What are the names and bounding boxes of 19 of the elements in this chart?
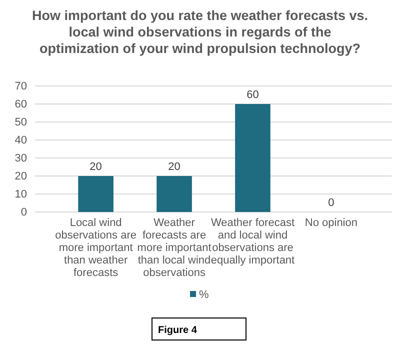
data-label: 0	[328, 197, 334, 209]
y-tick-label: 20	[14, 170, 27, 183]
y-tick-label: 50	[14, 116, 27, 129]
y-tick-label: 0	[20, 206, 27, 219]
x-tick-label: Local wind observations are more important than weather forecasts	[55, 217, 136, 279]
y-tick-label: 60	[14, 98, 27, 111]
y-tick-label: 70	[14, 80, 27, 93]
data-label: 60	[246, 89, 259, 101]
x-tick-label: Weather forecasts are more important than local wind observations	[137, 217, 212, 279]
x-tick-label: Weather forecast and local wind observations are equally important	[210, 217, 295, 266]
data-label: 20	[168, 161, 180, 173]
y-tick-label: 40	[14, 134, 27, 147]
legend-label: %	[199, 289, 209, 301]
caption: Figure 4	[158, 325, 198, 336]
data-label: 20	[90, 161, 102, 173]
y-tick-label: 10	[14, 188, 27, 201]
chart-title: How important do you rate the weather forecasts vs. local wind observations in regards of the optimization of your wind propulsion technology?	[32, 8, 368, 56]
y-tick-label: 30	[14, 152, 27, 165]
x-tick-label: No opinion	[304, 217, 358, 229]
